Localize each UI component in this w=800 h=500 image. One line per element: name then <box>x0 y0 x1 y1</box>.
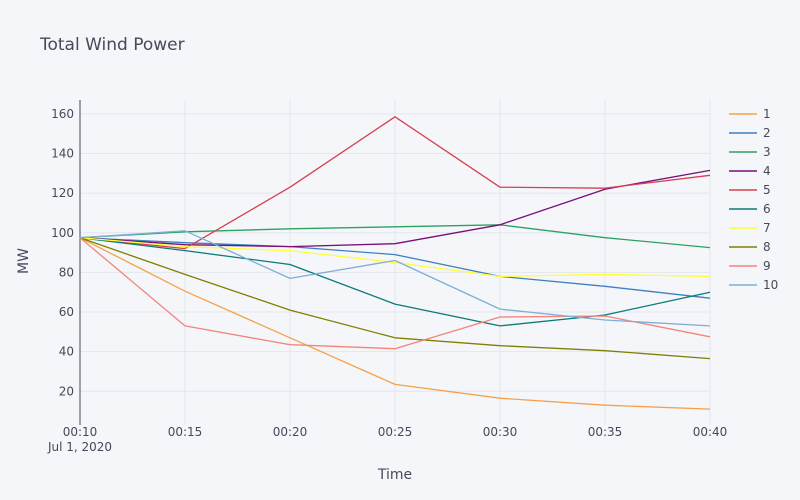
y-tick-label: 160 <box>51 107 74 121</box>
x-tick-label: 00:15 <box>168 425 203 439</box>
y-tick-label: 100 <box>51 226 74 240</box>
y-tick-label: 40 <box>59 345 74 359</box>
x-axis-label: Time <box>377 467 412 483</box>
legend-item-10[interactable]: 10 <box>729 278 778 292</box>
legend-label: 1 <box>763 107 771 121</box>
legend-label: 2 <box>763 126 771 140</box>
legend-label: 7 <box>763 221 771 235</box>
x-tick-label: 00:30 <box>483 425 518 439</box>
legend-item-6[interactable]: 6 <box>729 202 771 216</box>
legend-label: 8 <box>763 240 771 254</box>
legend-item-8[interactable]: 8 <box>729 240 771 254</box>
x-tick-label: 00:25 <box>378 425 413 439</box>
x-tick-label: 00:20 <box>273 425 308 439</box>
x-tick-label: 00:40 <box>693 425 728 439</box>
legend-item-5[interactable]: 5 <box>729 183 771 197</box>
legend-item-1[interactable]: 1 <box>729 107 771 121</box>
legend-item-3[interactable]: 3 <box>729 145 771 159</box>
legend-item-7[interactable]: 7 <box>729 221 771 235</box>
y-tick-label: 20 <box>59 384 74 398</box>
y-axis-label: MW <box>16 248 32 274</box>
x-tick-label: 00:10 <box>63 425 98 439</box>
x-tick-label: 00:35 <box>588 425 623 439</box>
y-tick-labels: 20 40 60 80 100 120 140 160 <box>51 107 74 398</box>
x-tick-labels: 00:10 00:15 00:20 00:25 00:30 00:35 00:40 <box>63 425 728 439</box>
x-date-label: Jul 1, 2020 <box>47 440 112 454</box>
legend-item-2[interactable]: 2 <box>729 126 771 140</box>
legend-label: 10 <box>763 278 778 292</box>
legend-item-9[interactable]: 9 <box>729 259 771 273</box>
y-tick-label: 80 <box>59 265 74 279</box>
legend-label: 4 <box>763 164 771 178</box>
legend-label: 5 <box>763 183 771 197</box>
legend-label: 9 <box>763 259 771 273</box>
legend-item-4[interactable]: 4 <box>729 164 771 178</box>
y-tick-label: 140 <box>51 147 74 161</box>
y-tick-label: 60 <box>59 305 74 319</box>
legend-label: 3 <box>763 145 771 159</box>
chart-title: Total Wind Power <box>39 35 185 55</box>
y-tick-label: 120 <box>51 186 74 200</box>
legend[interactable]: 1 2 3 4 5 6 7 8 9 10 <box>729 107 778 292</box>
legend-label: 6 <box>763 202 771 216</box>
